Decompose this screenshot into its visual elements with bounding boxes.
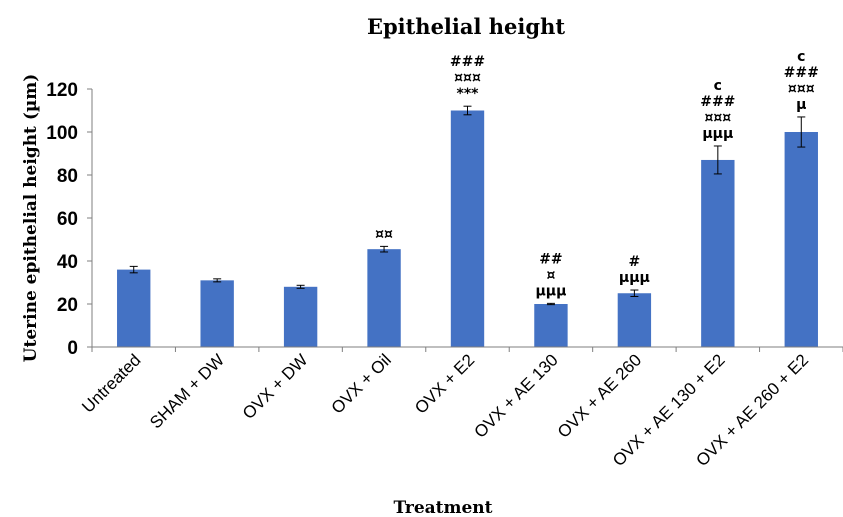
bars (117, 110, 818, 347)
significance-label: µ (796, 97, 806, 113)
significance-label: c (797, 49, 805, 65)
bar (367, 249, 401, 347)
y-tick-label: 100 (46, 123, 78, 144)
y-tick-label: 20 (57, 295, 78, 316)
bar (117, 269, 151, 347)
significance-labels: ¤¤***¤¤¤###µµµ¤##µµµ#µµµ¤¤¤###cµ¤¤¤###c (375, 49, 819, 299)
y-tick-label: 40 (57, 252, 78, 273)
y-axis: 0 20 40 60 80 100 120 (46, 80, 93, 359)
y-tick-label: 60 (57, 209, 78, 230)
significance-label: ### (700, 94, 735, 110)
y-tick-label: 80 (57, 166, 78, 187)
y-axis-title: Uterine epithelial height (µm) (21, 74, 41, 363)
bar (534, 304, 568, 347)
x-tick-label: Untreated (78, 350, 144, 416)
x-tick-label: OVX + DW (239, 350, 312, 423)
significance-label: ¤ (546, 267, 555, 283)
x-tick-label: OVX + AE 130 (470, 350, 561, 441)
significance-label: µµµ (619, 270, 650, 286)
bar (617, 293, 652, 347)
bar (200, 280, 234, 347)
significance-label: ¤¤¤ (788, 81, 815, 97)
significance-label: *** (457, 86, 480, 102)
bar (450, 110, 485, 347)
y-tick-label: 120 (46, 80, 78, 101)
significance-label: ¤¤¤ (454, 70, 481, 86)
significance-label: ¤¤¤ (704, 110, 731, 126)
significance-label: ## (539, 251, 562, 267)
x-tick-label: OVX + Oil (328, 350, 395, 417)
significance-label: ### (450, 54, 485, 70)
x-tick-label: SHAM + DW (146, 350, 228, 432)
significance-label: µµµ (535, 283, 566, 299)
significance-label: µµµ (702, 126, 733, 142)
x-axis-title: Treatment (393, 498, 492, 517)
chart-title: Epithelial height (367, 14, 565, 39)
bar (283, 286, 318, 347)
bar (701, 159, 735, 347)
error-bars (129, 105, 806, 306)
x-axis: Untreated SHAM + DW OVX + DW OVX + Oil OVX +… (78, 346, 843, 470)
significance-label: c (714, 78, 722, 94)
x-tick-label: OVX + E2 (411, 350, 478, 417)
bar (784, 132, 818, 347)
x-tick-label: OVX + AE 260 (554, 350, 645, 441)
significance-label: # (629, 254, 641, 270)
significance-label: ### (784, 65, 819, 81)
significance-label: ¤¤ (375, 226, 393, 242)
y-tick-label: 0 (67, 338, 78, 359)
